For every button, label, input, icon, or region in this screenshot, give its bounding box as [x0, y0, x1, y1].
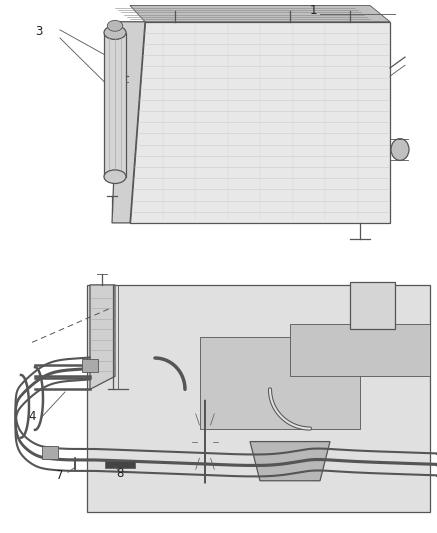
- Polygon shape: [200, 337, 360, 429]
- Polygon shape: [82, 359, 98, 373]
- Text: 1: 1: [310, 4, 318, 18]
- Text: 8: 8: [116, 467, 124, 480]
- Polygon shape: [42, 446, 58, 458]
- Text: 4: 4: [28, 410, 36, 423]
- Polygon shape: [290, 324, 430, 376]
- Polygon shape: [130, 5, 390, 22]
- Polygon shape: [87, 285, 430, 512]
- Polygon shape: [112, 22, 145, 223]
- Polygon shape: [105, 462, 135, 468]
- Ellipse shape: [391, 139, 409, 160]
- Ellipse shape: [108, 20, 123, 31]
- Ellipse shape: [104, 170, 126, 183]
- Ellipse shape: [104, 26, 126, 39]
- Polygon shape: [350, 282, 395, 329]
- Text: 3: 3: [35, 25, 42, 38]
- Polygon shape: [250, 441, 330, 481]
- Polygon shape: [90, 285, 115, 389]
- Polygon shape: [130, 22, 390, 223]
- Polygon shape: [104, 33, 126, 177]
- Text: 7: 7: [56, 469, 64, 481]
